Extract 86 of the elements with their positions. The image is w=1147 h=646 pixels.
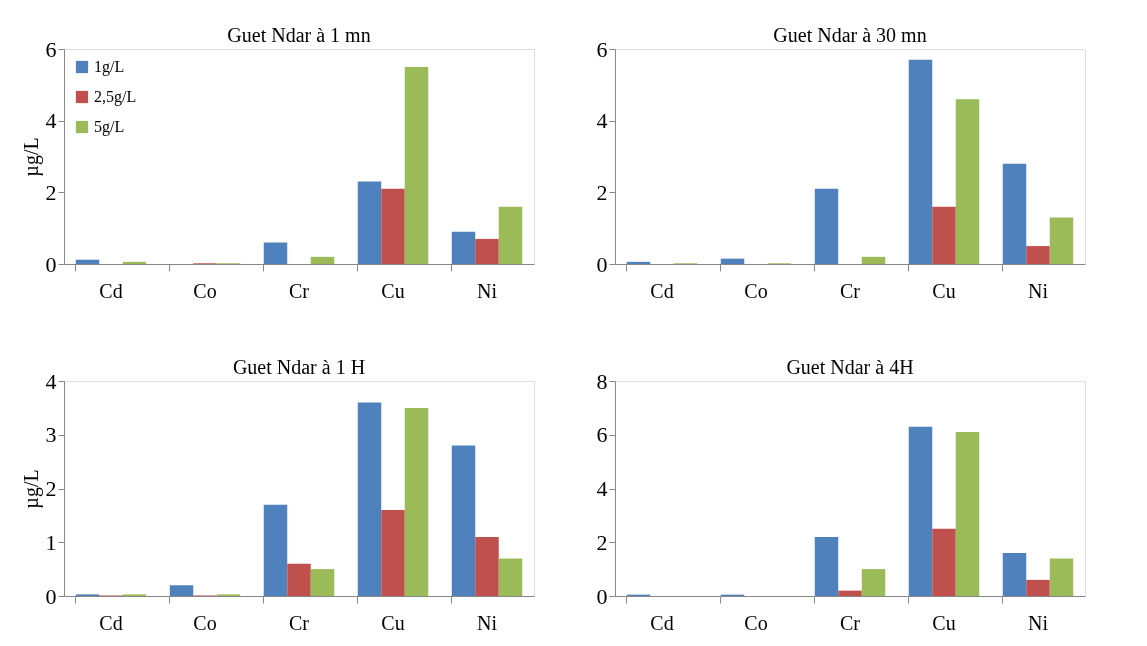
- bar: [263, 242, 288, 264]
- x-tick-label: Cd: [650, 611, 674, 634]
- y-tick-label: 0: [45, 583, 57, 609]
- x-tick-label: Co: [744, 611, 768, 634]
- bar: [498, 206, 523, 264]
- y-tick-label: 4: [596, 108, 608, 134]
- bar: [908, 426, 933, 596]
- x-tick-label: Cu: [381, 279, 405, 302]
- bar: [1002, 163, 1027, 264]
- chart-title: Guet Ndar à 4H: [786, 356, 914, 378]
- bar: [498, 558, 523, 596]
- legend-label: 5g/L: [94, 118, 125, 136]
- bar: [955, 432, 980, 596]
- bar: [287, 563, 311, 596]
- x-tick-label: Cr: [840, 611, 861, 634]
- bar: [169, 585, 194, 596]
- x-tick-label: Cd: [99, 611, 123, 634]
- y-tick-label: 4: [45, 108, 57, 134]
- bar: [475, 238, 499, 264]
- chart-title: Guet Ndar à 1 H: [232, 356, 366, 378]
- bar: [861, 569, 886, 596]
- x-tick-label: Cd: [650, 279, 674, 302]
- bar: [122, 261, 147, 264]
- y-axis-title: µg/L: [19, 137, 43, 177]
- x-tick-label: Cr: [289, 279, 310, 302]
- x-tick-label: Ni: [477, 279, 498, 302]
- bar: [263, 504, 288, 596]
- chart-title: Guet Ndar à 30 mn: [773, 24, 927, 46]
- bar: [908, 59, 933, 264]
- x-tick-label: Ni: [1028, 611, 1049, 634]
- x-tick-label: Co: [193, 279, 217, 302]
- bar: [357, 181, 382, 264]
- bar: [861, 256, 886, 264]
- y-tick-label: 0: [596, 583, 608, 609]
- y-tick-label: 2: [596, 529, 608, 555]
- x-tick-label: Cu: [381, 611, 405, 634]
- y-tick-label: 4: [596, 476, 608, 501]
- bar: [814, 188, 839, 264]
- bar: [381, 510, 405, 596]
- x-tick-label: Co: [193, 611, 217, 634]
- bar: [310, 256, 335, 264]
- bar: [955, 99, 980, 264]
- bar: [75, 259, 100, 264]
- x-tick-label: Cd: [99, 279, 123, 302]
- y-tick-label: 0: [596, 251, 608, 277]
- bar: [1002, 553, 1027, 596]
- bar: [381, 188, 405, 264]
- x-tick-label: Co: [744, 279, 768, 302]
- y-tick-label: 6: [45, 36, 57, 62]
- y-tick-label: 2: [596, 179, 608, 205]
- y-tick-label: 6: [596, 36, 608, 62]
- bar: [310, 569, 335, 596]
- bar: [932, 528, 956, 596]
- bar: [1049, 558, 1074, 596]
- legend-label: 2,5g/L: [94, 88, 137, 106]
- bar: [404, 66, 429, 264]
- bar: [1026, 579, 1050, 596]
- legend-label: 1g/L: [94, 58, 125, 76]
- x-tick-label: Ni: [1028, 279, 1049, 302]
- y-tick-label: 0: [45, 251, 57, 277]
- bar: [475, 536, 499, 596]
- x-tick-label: Cr: [840, 279, 861, 302]
- y-tick-label: 6: [596, 422, 608, 448]
- bar: [626, 261, 651, 264]
- y-tick-label: 8: [596, 368, 608, 394]
- bar: [404, 407, 429, 596]
- y-tick-label: 4: [45, 368, 57, 394]
- y-tick-label: 2: [45, 179, 57, 205]
- x-tick-label: Ni: [477, 611, 498, 634]
- bar: [814, 536, 839, 596]
- bar: [838, 590, 862, 596]
- bar: [357, 402, 382, 596]
- x-tick-label: Cu: [932, 611, 956, 634]
- y-tick-label: 1: [45, 529, 57, 555]
- x-tick-label: Cu: [932, 279, 956, 302]
- bar: [1026, 246, 1050, 264]
- y-tick-label: 3: [45, 422, 57, 448]
- y-axis-title: µg/L: [19, 469, 43, 509]
- chart-title: Guet Ndar à 1 mn: [227, 24, 371, 46]
- bar: [1049, 217, 1074, 264]
- bar: [932, 206, 956, 264]
- bar: [451, 231, 476, 264]
- x-tick-label: Cr: [289, 611, 310, 634]
- bar: [451, 445, 476, 596]
- y-tick-label: 2: [45, 476, 57, 501]
- bar: [720, 258, 745, 264]
